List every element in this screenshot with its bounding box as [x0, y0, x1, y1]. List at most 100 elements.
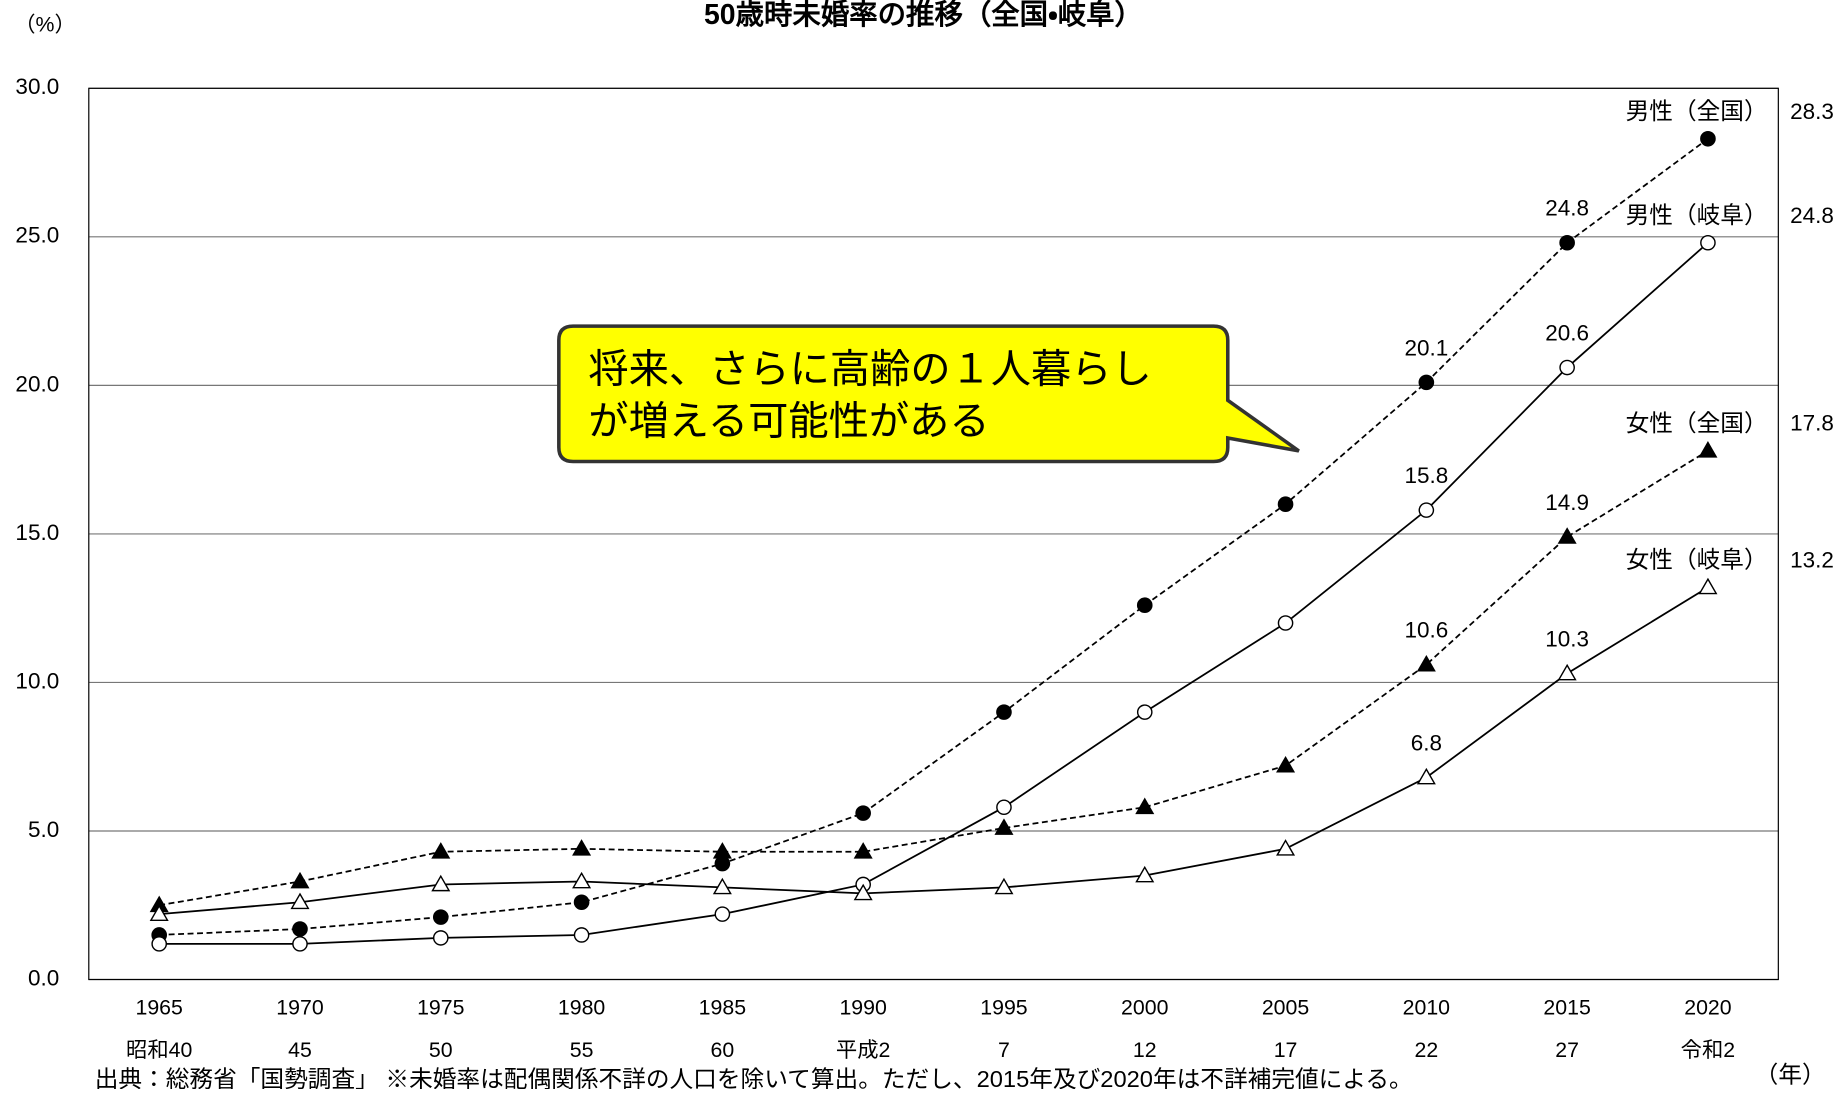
marker: [714, 906, 731, 922]
marker: [1416, 767, 1436, 785]
marker: [432, 930, 449, 946]
marker: [572, 871, 592, 889]
era-label: 平成2: [836, 1038, 890, 1062]
x-tick-label: 2000: [1121, 996, 1168, 1020]
x-tick-label: 1975: [417, 996, 464, 1020]
marker: [853, 842, 873, 859]
marker: [996, 704, 1012, 720]
y-tick-label: 20.0: [15, 371, 59, 396]
era-label: 17: [1274, 1038, 1298, 1062]
era-label: 22: [1414, 1038, 1438, 1062]
x-tick-label: 1985: [699, 996, 746, 1020]
y-tick-label: 10.0: [15, 668, 59, 693]
data-label: 20.6: [1545, 321, 1589, 346]
marker: [1698, 577, 1718, 595]
marker: [712, 877, 732, 895]
data-label: 24.8: [1545, 196, 1589, 221]
marker: [1277, 615, 1294, 631]
series-line: [159, 242, 1709, 945]
era-label: 昭和40: [126, 1038, 192, 1062]
marker: [994, 818, 1014, 835]
marker: [1277, 496, 1294, 512]
marker: [1700, 235, 1716, 251]
x-tick-label: 2005: [1262, 996, 1309, 1020]
marker: [1136, 597, 1153, 613]
series-label: 男性（岐阜）: [1626, 202, 1768, 229]
marker: [1276, 839, 1296, 856]
marker: [714, 855, 731, 872]
marker: [1276, 755, 1296, 773]
series-line: [159, 138, 1709, 936]
y-tick-label: 5.0: [28, 817, 59, 842]
x-tick-label: 1990: [839, 996, 886, 1020]
y-tick-label: 15.0: [15, 520, 59, 545]
y-tick-label: 30.0: [15, 74, 59, 99]
data-label: 15.8: [1404, 463, 1448, 488]
marker: [1698, 441, 1718, 458]
series-lines: [149, 131, 1718, 952]
marker: [149, 904, 169, 922]
marker: [1559, 359, 1575, 376]
y-tick-label: 25.0: [15, 223, 59, 248]
series-label: 女性（岐阜）: [1626, 547, 1768, 574]
era-label: 45: [288, 1038, 312, 1062]
x-tick-label: 1970: [276, 996, 323, 1020]
end-value-label: 13.2: [1790, 547, 1834, 572]
marker: [292, 921, 308, 937]
marker: [151, 936, 168, 952]
x-tick-label: 1965: [135, 996, 182, 1020]
plot-frame: [88, 87, 1779, 981]
y-unit-label: （%）: [14, 13, 76, 37]
era-label: 7: [998, 1038, 1010, 1062]
x-unit-label: （年）: [1755, 1061, 1826, 1088]
era-label: 50: [429, 1038, 453, 1062]
era-label: 27: [1555, 1038, 1579, 1062]
marker: [573, 894, 590, 911]
era-label: 令和2: [1681, 1038, 1735, 1062]
marker: [432, 909, 449, 925]
marker: [855, 805, 871, 821]
x-tick-label: 1980: [558, 996, 605, 1020]
x-tick-label: 2010: [1403, 996, 1450, 1020]
end-value-label: 24.8: [1790, 203, 1834, 228]
marker: [431, 874, 451, 892]
series-label: 女性（全国）: [1626, 410, 1768, 437]
end-value-label: 17.8: [1790, 411, 1834, 436]
marker: [712, 842, 732, 859]
callout-box: [557, 324, 1300, 464]
marker: [994, 877, 1014, 895]
marker: [1136, 704, 1153, 720]
marker: [1557, 663, 1577, 681]
series-line: [159, 586, 1709, 916]
marker: [1559, 235, 1575, 251]
series-line: [159, 449, 1709, 907]
x-tick-label: 2020: [1684, 996, 1731, 1020]
era-label: 12: [1133, 1038, 1157, 1062]
marker: [996, 799, 1012, 815]
data-label: 14.9: [1545, 490, 1589, 515]
marker: [1418, 502, 1435, 518]
y-tick-label: 0.0: [28, 965, 59, 990]
x-tick-label: 1995: [980, 996, 1027, 1020]
source-note: 出典：総務省「国勢調査」 ※未婚率は配偶関係不詳の人口を除いて算出。ただし、20…: [95, 1066, 1413, 1089]
era-label: 55: [570, 1038, 594, 1062]
marker: [1418, 374, 1435, 391]
marker: [853, 883, 873, 901]
data-label: 6.8: [1411, 731, 1442, 756]
marker: [292, 936, 308, 952]
marker: [572, 839, 592, 856]
callout-text: が増える可能性がある: [588, 399, 989, 444]
data-label: 10.6: [1404, 618, 1448, 643]
marker: [290, 871, 310, 889]
marker: [290, 892, 310, 910]
marker: [1700, 131, 1716, 147]
marker: [1135, 797, 1155, 815]
callout-text: 将来、さらに高齢の１人暮らし: [588, 347, 1151, 392]
x-tick-label: 2015: [1543, 996, 1590, 1020]
marker: [1416, 654, 1436, 672]
era-label: 60: [711, 1038, 735, 1062]
callout: 将来、さらに高齢の１人暮らし が増える可能性がある: [557, 324, 1300, 464]
marker: [573, 927, 590, 943]
